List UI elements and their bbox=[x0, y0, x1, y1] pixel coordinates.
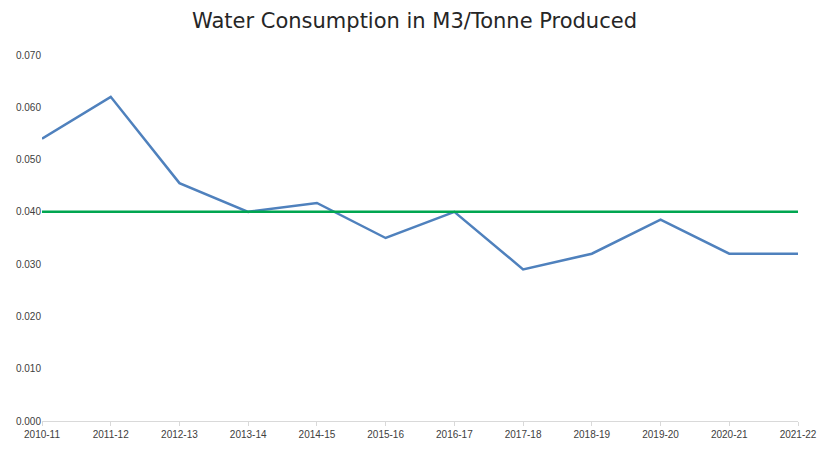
svg-text:0.070: 0.070 bbox=[16, 50, 41, 61]
svg-text:2017-18: 2017-18 bbox=[505, 429, 542, 440]
svg-text:2019-20: 2019-20 bbox=[642, 429, 679, 440]
svg-text:2010-11: 2010-11 bbox=[24, 429, 60, 440]
svg-text:2011-12: 2011-12 bbox=[93, 429, 129, 440]
svg-text:2020-21: 2020-21 bbox=[711, 429, 748, 440]
svg-text:0.000: 0.000 bbox=[16, 416, 41, 427]
svg-text:Water Consumption in M3/Tonne: Water Consumption in M3/Tonne Produced bbox=[192, 9, 637, 33]
svg-text:0.020: 0.020 bbox=[16, 311, 41, 322]
svg-text:0.050: 0.050 bbox=[16, 154, 41, 165]
svg-text:0.010: 0.010 bbox=[16, 363, 41, 374]
svg-text:2016-17: 2016-17 bbox=[436, 429, 473, 440]
svg-text:0.030: 0.030 bbox=[16, 259, 41, 270]
svg-text:0.040: 0.040 bbox=[16, 206, 41, 217]
svg-text:2018-19: 2018-19 bbox=[573, 429, 610, 440]
svg-text:2012-13: 2012-13 bbox=[161, 429, 198, 440]
svg-text:2021-22: 2021-22 bbox=[780, 429, 817, 440]
svg-text:2014-15: 2014-15 bbox=[299, 429, 336, 440]
svg-text:2013-14: 2013-14 bbox=[230, 429, 267, 440]
svg-text:2015-16: 2015-16 bbox=[367, 429, 404, 440]
svg-text:0.060: 0.060 bbox=[16, 102, 41, 113]
